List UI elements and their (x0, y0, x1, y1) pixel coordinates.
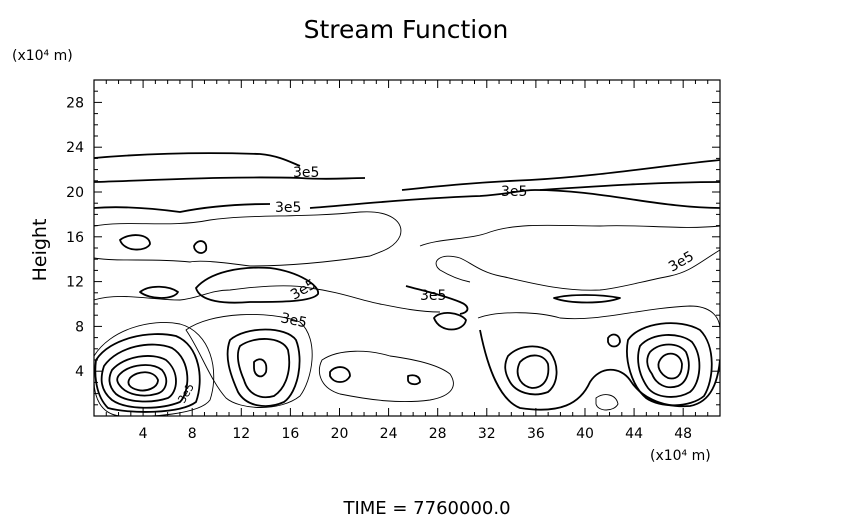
contour-line (504, 345, 558, 396)
y-tick-label: 28 (66, 95, 84, 111)
contour-lines (94, 152, 720, 416)
contour-line (94, 189, 720, 213)
contour-line (94, 333, 201, 413)
x-tick-label: 8 (188, 426, 197, 442)
contour-line (94, 176, 366, 183)
time-label: TIME = 7760000.0 (342, 498, 510, 519)
y-tick-label: 8 (75, 319, 84, 335)
contour-line (637, 334, 701, 398)
x-tick-label: 12 (232, 426, 250, 442)
x-tick-label: 36 (527, 426, 545, 442)
x-tick-label: 20 (331, 426, 349, 442)
y-tick-label: 16 (66, 230, 84, 246)
y-tick-label: 20 (66, 185, 84, 201)
contour-line (226, 328, 301, 407)
y-axis-label: Height (29, 219, 51, 282)
contour-line (433, 312, 467, 331)
contour-line (405, 285, 469, 315)
x-tick-label: 32 (478, 426, 496, 442)
contour-line (237, 338, 291, 399)
contour-line (435, 249, 720, 291)
y-unit-label: (x10⁴ m) (12, 48, 73, 64)
x-tick-label: 28 (429, 426, 447, 442)
y-tick-label: 24 (66, 140, 84, 156)
contour-line (185, 313, 313, 408)
x-tick-label: 16 (281, 426, 299, 442)
contour-line (329, 366, 351, 383)
contour-label: 3e5 (175, 381, 197, 405)
x-tick-label: 44 (625, 426, 643, 442)
contour-line (646, 343, 690, 389)
contour-line (553, 294, 621, 304)
contour-line (119, 234, 151, 251)
contour-line (595, 394, 619, 411)
x-tick-label: 48 (674, 426, 692, 442)
contour-line (139, 285, 179, 299)
contour-label: 3e5 (279, 310, 308, 331)
contour-label: 3e5 (293, 165, 319, 181)
x-tick-label: 4 (139, 426, 148, 442)
x-unit-label: (x10⁴ m) (650, 448, 711, 464)
contour-line (477, 305, 720, 331)
y-tick-label: 4 (75, 364, 84, 380)
plot-frame (93, 79, 721, 417)
contour-line (253, 358, 268, 378)
x-tick-label: 24 (380, 426, 398, 442)
contour-line (100, 343, 189, 409)
contour-label: 3e5 (275, 200, 301, 216)
contour-line (94, 152, 301, 167)
contour-line (127, 371, 159, 392)
chart-title: Stream Function (304, 15, 509, 44)
contour-line (657, 352, 683, 380)
contour-line (319, 350, 454, 403)
contour-line (116, 364, 168, 397)
contour-line (193, 240, 208, 254)
contour-line (195, 266, 319, 304)
contour-line (479, 329, 720, 411)
contour-label: 3e5 (420, 288, 446, 304)
x-tick-label: 40 (576, 426, 594, 442)
contour-line (108, 355, 177, 403)
contour-line (407, 374, 421, 386)
contour-line (607, 333, 621, 348)
y-tick-label: 12 (66, 275, 84, 291)
contour-label: 3e5 (501, 184, 527, 200)
contour-line (94, 211, 402, 267)
contour-line (626, 322, 713, 407)
contour-label: 3e5 (666, 248, 697, 275)
contour-line (516, 354, 550, 389)
contour-line (539, 181, 720, 191)
contour-line (94, 285, 441, 313)
contour-line (419, 224, 720, 247)
contour-line (401, 159, 720, 191)
contour-line (94, 322, 215, 416)
